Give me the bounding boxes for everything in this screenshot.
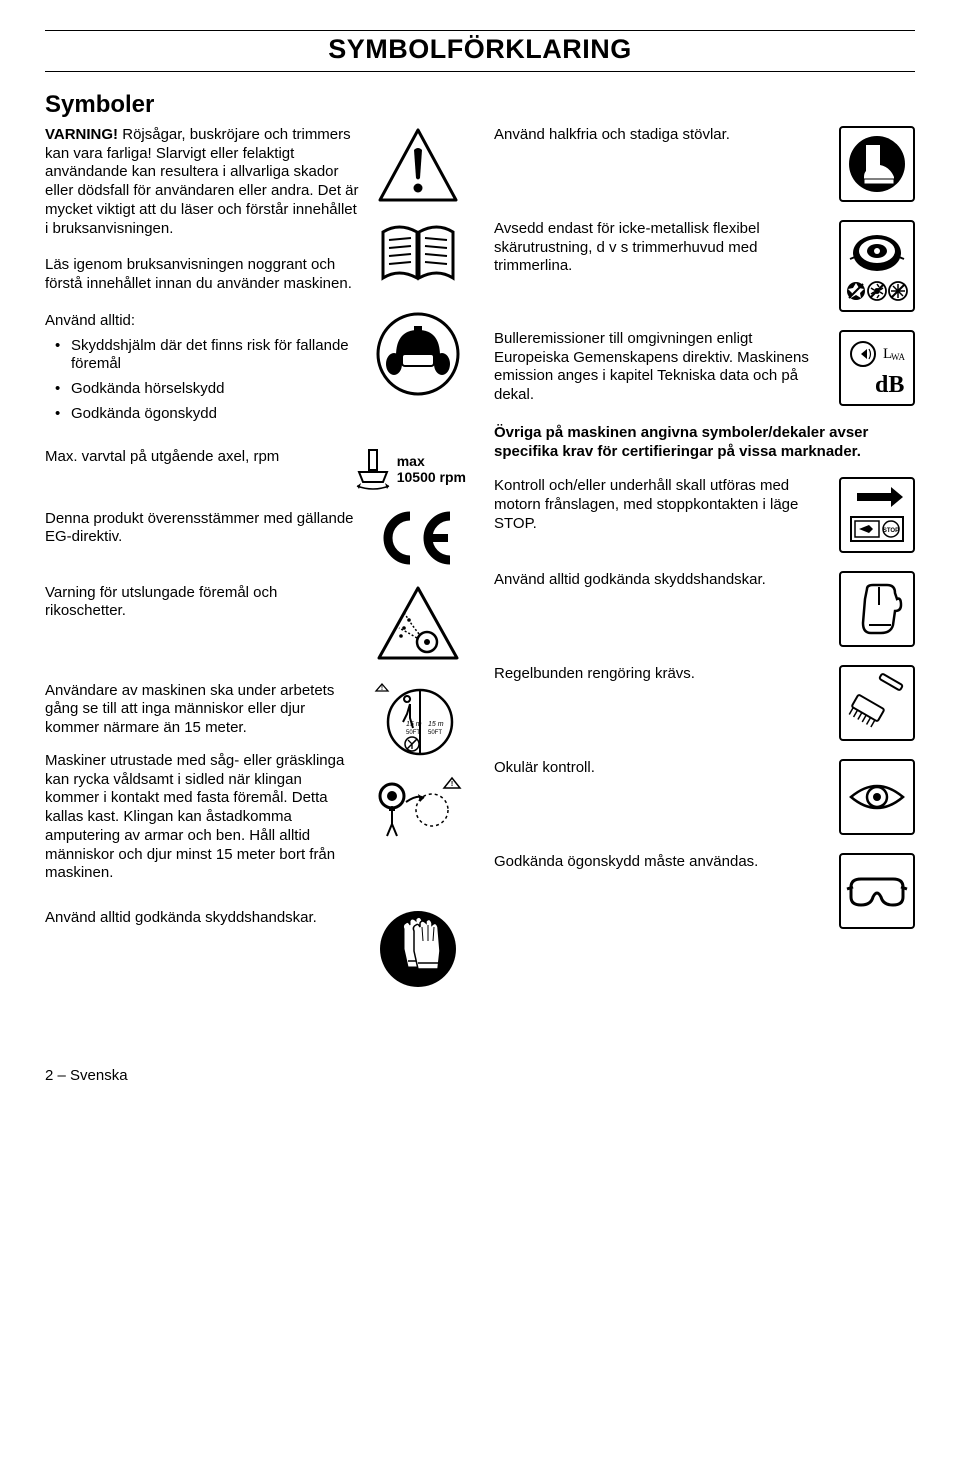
gloves-right-block: Använd alltid godkända skyddshandskar. — [494, 571, 915, 647]
rpm-text: Max. varvtal på utgående axel, rpm — [45, 448, 343, 467]
read-manual-icon — [377, 222, 459, 284]
gloves-circle-icon — [370, 909, 466, 989]
two-column-layout: VARNING! Röjsågar, buskröjare och trimme… — [45, 126, 915, 1007]
visual-block: Okulär kontroll. — [494, 759, 915, 835]
stop-text: Kontroll och/eller underhåll skall utför… — [494, 477, 829, 533]
visual-text: Okulär kontroll. — [494, 759, 829, 778]
page-footer: 2 – Svenska — [45, 1067, 915, 1086]
distance-15m-icon: ! 15 m 50FT 15 m 50FT — [374, 682, 462, 758]
rpm-max-label: max — [397, 454, 466, 469]
warning-triangle-icon — [376, 126, 460, 206]
rpm-value-label: 10500 rpm — [397, 470, 466, 485]
thrown-objects-icon — [370, 584, 466, 664]
rpm-icon: max 10500 rpm — [353, 448, 466, 492]
gloves-left-text: Använd alltid godkända skyddshandskar. — [45, 909, 360, 928]
cleaning-brush-icon — [839, 665, 915, 741]
nonmetal-block: Avsedd endast för icke-metallisk flexibe… — [494, 220, 915, 312]
kickback-text: Maskiner utrustade med såg- eller gräskl… — [45, 752, 360, 883]
gloves-square-icon — [839, 571, 915, 647]
helmet-goggles-earmuff-icon — [376, 312, 460, 396]
page-title: SYMBOLFÖRKLARING — [45, 30, 915, 72]
svg-text:50FT: 50FT — [406, 730, 420, 736]
use-always-label: Använd alltid: — [45, 312, 360, 331]
manual-text: Läs igenom bruksanvisningen noggrant och… — [45, 256, 360, 294]
list-item: Godkända hörselskydd — [51, 380, 360, 399]
distance-text: Användare av maskinen ska under arbetets… — [45, 682, 360, 738]
use-always-block: Använd alltid: Skyddshjälm där det finns… — [45, 312, 466, 430]
list-item: Godkända ögonskydd — [51, 405, 360, 424]
section-heading: Symboler — [45, 90, 915, 120]
ce-mark-icon — [370, 510, 466, 566]
left-column: VARNING! Röjsågar, buskröjare och trimme… — [45, 126, 466, 1007]
rpm-block: Max. varvtal på utgående axel, rpm max 1… — [45, 448, 466, 492]
warning-text: VARNING! Röjsågar, buskröjare och trimme… — [45, 126, 360, 239]
goggles-text: Godkända ögonskydd måste användas. — [494, 853, 829, 872]
thrown-objects-block: Varning för utslungade föremål och rikos… — [45, 584, 466, 664]
ce-block: Denna produkt överensstämmer med gälland… — [45, 510, 466, 566]
stop-switch-icon: STOP — [839, 477, 915, 553]
svg-text:15 m: 15 m — [406, 721, 422, 728]
svg-text:!: ! — [451, 781, 453, 788]
trimmer-head-icon — [839, 220, 915, 312]
safety-goggles-icon — [839, 853, 915, 929]
goggles-block: Godkända ögonskydd måste användas. — [494, 853, 915, 929]
noise-text: Bulleremissioner till omgivningen enligt… — [494, 330, 829, 405]
list-item: Skyddshjälm där det finns risk för falla… — [51, 337, 360, 375]
svg-text:50FT: 50FT — [428, 730, 442, 736]
svg-text:WA: WA — [891, 352, 905, 362]
ce-text: Denna produkt överensstämmer med gälland… — [45, 510, 360, 548]
noise-emission-icon: L WA dB — [839, 330, 915, 406]
right-column: Använd halkfria och stadiga stövlar. Avs… — [494, 126, 915, 1007]
svg-text:dB: dB — [875, 372, 904, 398]
boots-text: Använd halkfria och stadiga stövlar. — [494, 126, 829, 145]
svg-text:STOP: STOP — [883, 528, 899, 534]
gloves-right-text: Använd alltid godkända skyddshandskar. — [494, 571, 829, 590]
boots-icon — [839, 126, 915, 202]
stop-block: Kontroll och/eller underhåll skall utför… — [494, 477, 915, 553]
cleaning-block: Regelbunden rengöring krävs. — [494, 665, 915, 741]
cleaning-text: Regelbunden rengöring krävs. — [494, 665, 829, 684]
noise-block: Bulleremissioner till omgivningen enligt… — [494, 330, 915, 406]
distance-kickback-block: Användare av maskinen ska under arbetets… — [45, 682, 466, 884]
kickback-icon: ! — [374, 774, 462, 840]
nonmetal-text: Avsedd endast för icke-metallisk flexibe… — [494, 220, 829, 276]
ppe-list: Skyddshjälm där det finns risk för falla… — [45, 337, 360, 424]
boots-block: Använd halkfria och stadiga stövlar. — [494, 126, 915, 202]
warning-block: VARNING! Röjsågar, buskröjare och trimme… — [45, 126, 466, 294]
thrown-objects-text: Varning för utslungade föremål och rikos… — [45, 584, 360, 622]
warning-lead: VARNING! — [45, 126, 118, 143]
gloves-left-block: Använd alltid godkända skyddshandskar. — [45, 909, 466, 989]
svg-text:!: ! — [381, 686, 383, 692]
eye-icon — [839, 759, 915, 835]
svg-text:15 m: 15 m — [428, 721, 444, 728]
other-symbols-note: Övriga på maskinen angivna symboler/deka… — [494, 424, 915, 462]
